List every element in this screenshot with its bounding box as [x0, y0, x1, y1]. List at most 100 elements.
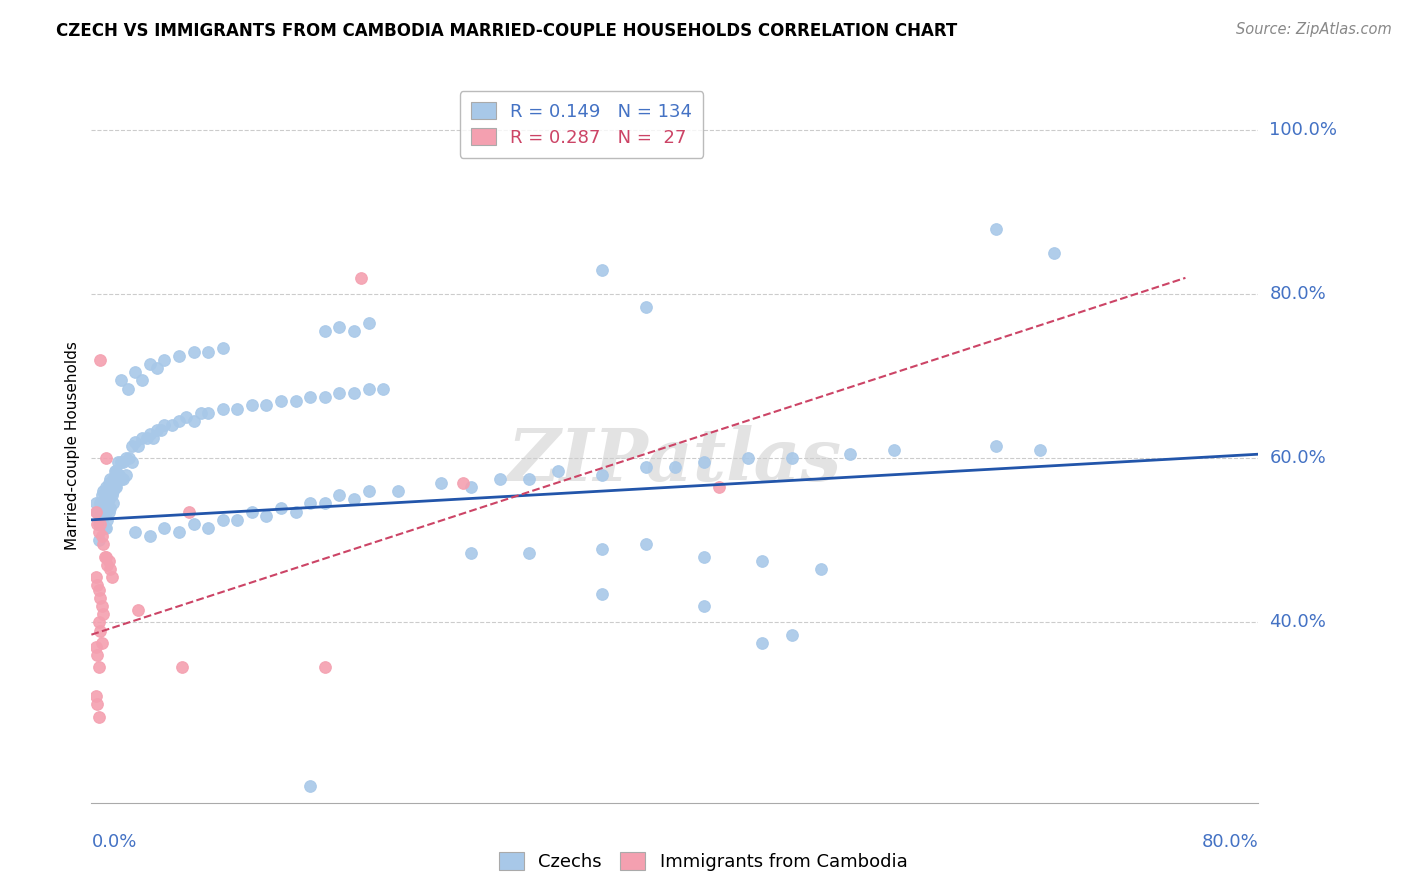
Point	[93, 521, 115, 535]
Point	[94, 549, 117, 564]
Point	[517, 472, 540, 486]
Point	[97, 505, 120, 519]
Point	[91, 516, 114, 531]
Point	[87, 709, 110, 723]
Point	[84, 570, 107, 584]
Point	[89, 496, 111, 510]
Point	[90, 599, 112, 613]
Text: 80.0%: 80.0%	[1270, 285, 1326, 303]
Point	[343, 385, 366, 400]
Point	[254, 398, 277, 412]
Point	[84, 505, 107, 519]
Point	[314, 324, 336, 338]
Point	[591, 262, 613, 277]
Point	[96, 513, 118, 527]
Point	[167, 525, 190, 540]
Point	[108, 467, 131, 482]
Text: 0.0%: 0.0%	[91, 833, 136, 851]
Point	[211, 341, 233, 355]
Point	[371, 382, 394, 396]
Point	[197, 344, 219, 359]
Point	[240, 505, 263, 519]
Point	[357, 382, 380, 396]
Point	[89, 591, 111, 605]
Point	[105, 480, 128, 494]
Legend: R = 0.149   N = 134, R = 0.287   N =  27: R = 0.149 N = 134, R = 0.287 N = 27	[460, 91, 703, 158]
Point	[190, 406, 212, 420]
Point	[328, 385, 350, 400]
Text: 80.0%: 80.0%	[1202, 833, 1258, 851]
Point	[117, 382, 139, 396]
Point	[357, 316, 380, 330]
Point	[838, 447, 860, 461]
Point	[170, 660, 193, 674]
Point	[153, 352, 176, 367]
Point	[299, 780, 322, 794]
Point	[90, 529, 112, 543]
Point	[270, 393, 292, 408]
Point	[146, 423, 169, 437]
Point	[89, 352, 111, 367]
Point	[112, 472, 135, 486]
Point	[94, 451, 117, 466]
Point	[115, 451, 138, 466]
Point	[86, 505, 108, 519]
Point	[343, 492, 366, 507]
Point	[453, 475, 475, 490]
Point	[314, 390, 336, 404]
Point	[138, 426, 162, 441]
Point	[97, 554, 120, 568]
Point	[94, 521, 117, 535]
Point	[87, 615, 110, 630]
Point	[94, 505, 117, 519]
Point	[96, 484, 118, 499]
Point	[93, 549, 115, 564]
Point	[127, 439, 149, 453]
Point	[104, 464, 127, 478]
Point	[984, 439, 1007, 453]
Point	[153, 521, 176, 535]
Point	[460, 546, 482, 560]
Point	[86, 578, 108, 592]
Point	[89, 624, 111, 638]
Point	[517, 546, 540, 560]
Point	[135, 431, 157, 445]
Point	[94, 492, 117, 507]
Point	[91, 537, 114, 551]
Y-axis label: Married-couple Households: Married-couple Households	[65, 342, 80, 550]
Point	[153, 418, 176, 433]
Point	[138, 357, 162, 371]
Point	[94, 480, 117, 494]
Point	[179, 505, 201, 519]
Point	[86, 516, 108, 531]
Point	[693, 599, 716, 613]
Point	[707, 480, 730, 494]
Point	[460, 480, 482, 494]
Point	[146, 361, 169, 376]
Point	[90, 636, 112, 650]
Point	[664, 459, 686, 474]
Point	[98, 500, 121, 515]
Point	[112, 455, 135, 469]
Point	[751, 554, 773, 568]
Point	[89, 516, 111, 531]
Point	[90, 488, 112, 502]
Point	[197, 406, 219, 420]
Point	[197, 521, 219, 535]
Point	[91, 496, 114, 510]
Point	[84, 496, 107, 510]
Point	[780, 627, 803, 641]
Point	[328, 320, 350, 334]
Point	[97, 492, 120, 507]
Point	[299, 390, 322, 404]
Point	[284, 393, 307, 408]
Point	[240, 398, 263, 412]
Point	[634, 459, 657, 474]
Point	[634, 300, 657, 314]
Point	[107, 472, 129, 486]
Point	[107, 455, 129, 469]
Point	[328, 488, 350, 502]
Point	[142, 431, 165, 445]
Point	[751, 636, 773, 650]
Point	[693, 549, 716, 564]
